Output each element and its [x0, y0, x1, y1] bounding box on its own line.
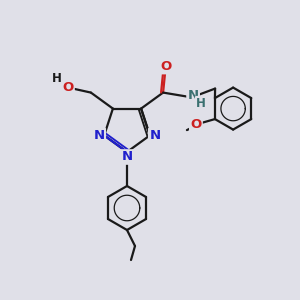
Text: N: N	[149, 129, 161, 142]
Text: N: N	[188, 89, 199, 102]
Text: O: O	[190, 118, 202, 130]
Text: O: O	[62, 81, 74, 94]
Text: O: O	[160, 60, 172, 73]
Text: N: N	[94, 129, 105, 142]
Text: H: H	[52, 72, 62, 85]
Text: N: N	[122, 151, 133, 164]
Text: H: H	[196, 97, 206, 110]
